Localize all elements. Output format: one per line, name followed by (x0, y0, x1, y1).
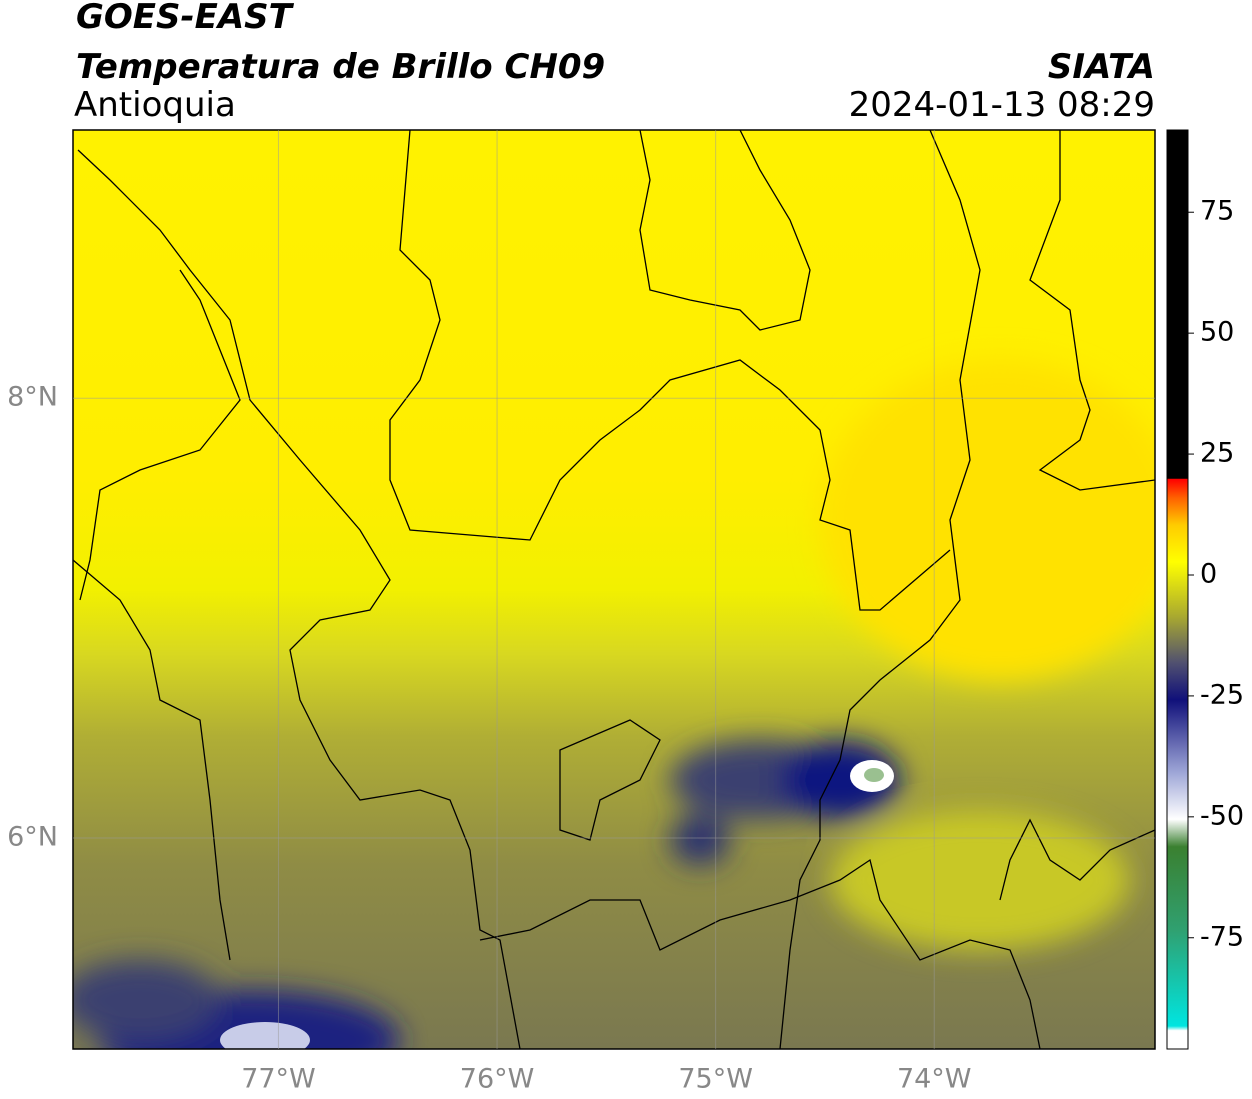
map-frame (72, 129, 1156, 1050)
colorbar-tick-label: 25 (1200, 438, 1234, 469)
colorbar-tick-label: 0 (1200, 558, 1217, 589)
colorbar-tick-label: -75 (1200, 921, 1244, 952)
x-tick-label: 76°W (460, 1064, 535, 1095)
x-tick-label: 75°W (678, 1064, 753, 1095)
colorbar-tick-label: 50 (1200, 317, 1234, 348)
colorbar-tick-label: 75 (1200, 196, 1234, 227)
colorbar (1166, 129, 1189, 1050)
x-tick-label: 74°W (897, 1064, 972, 1095)
product-title: Temperatura de Brillo CH09 (76, 47, 605, 87)
x-tick-label: 77°W (241, 1064, 316, 1095)
timestamp: 2024-01-13 08:29 (849, 85, 1155, 125)
colorbar-tick-label: -50 (1200, 800, 1244, 831)
y-tick-label: 8°N (7, 382, 58, 413)
y-tick-label: 6°N (7, 821, 58, 852)
region-label: Antioquia (74, 85, 236, 125)
satellite-title: GOES-EAST (76, 0, 295, 37)
satellite-image (73, 130, 1155, 1049)
colorbar-tick-label: -25 (1200, 679, 1244, 710)
source-label: SIATA (1048, 47, 1155, 87)
